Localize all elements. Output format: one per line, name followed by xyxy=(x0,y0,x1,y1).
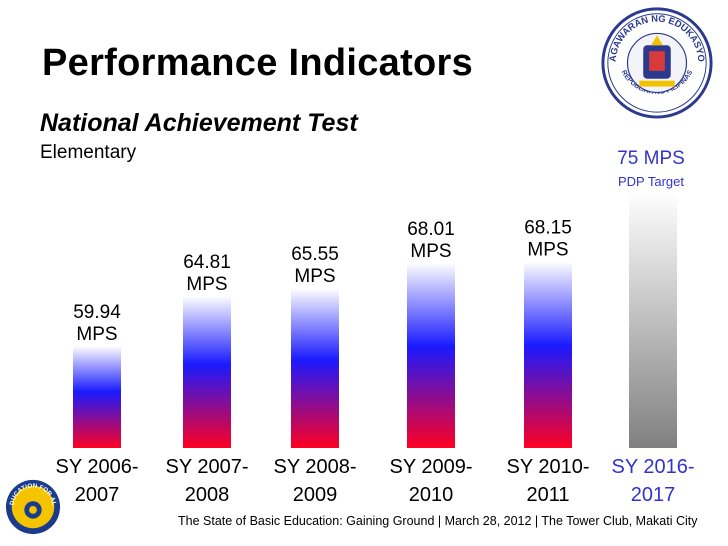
category-label-2-line2: 2008 xyxy=(185,484,230,506)
bar-3 xyxy=(291,288,339,448)
bar-1 xyxy=(73,345,121,448)
value-unit-label-2: MPS xyxy=(186,274,227,295)
value-unit-label-1: MPS xyxy=(76,324,117,345)
value-label-3: 65.55 xyxy=(291,244,339,265)
category-label-5-line2: 2011 xyxy=(526,484,569,506)
category-label-1-line1: SY 2006- xyxy=(55,456,138,478)
target-value-label: 75 MPS xyxy=(617,148,685,169)
value-unit-label-4: MPS xyxy=(410,241,451,262)
category-label-5-line1: SY 2010- xyxy=(506,456,589,478)
value-unit-label-5: MPS xyxy=(527,239,568,260)
category-label-6-line2: 2017 xyxy=(631,484,676,506)
target-bar xyxy=(629,191,677,448)
value-label-4: 68.01 xyxy=(407,219,455,240)
category-label-1-line2: 2007 xyxy=(75,484,120,506)
education-for-all-logo: EDUCATION FOR ALL xyxy=(4,478,61,535)
category-label-2-line1: SY 2007- xyxy=(165,456,248,478)
category-label-4-line2: 2010 xyxy=(409,484,454,506)
category-label-3-line1: SY 2008- xyxy=(273,456,356,478)
deped-seal-logo: KAGAWARAN NG EDUKASYON REPUBLIKA NG PILI… xyxy=(598,2,713,119)
bar-2 xyxy=(183,295,231,448)
value-unit-label-3: MPS xyxy=(294,266,335,287)
school-level-label: Elementary xyxy=(40,142,137,163)
value-label-2: 64.81 xyxy=(183,252,231,273)
footer-text: The State of Basic Education: Gaining Gr… xyxy=(178,514,698,528)
category-label-6-line1: SY 2016- xyxy=(611,456,694,478)
value-label-5: 68.15 xyxy=(524,217,572,238)
category-label-4-line1: SY 2009- xyxy=(389,456,472,478)
target-caption-label: PDP Target xyxy=(618,174,684,189)
page-title: Performance Indicators xyxy=(42,42,474,84)
value-label-1: 59.94 xyxy=(73,302,121,323)
category-label-3-line2: 2009 xyxy=(293,484,338,506)
chart-subtitle: National Achievement Test xyxy=(40,109,358,137)
bar-4 xyxy=(407,262,455,448)
bar-5 xyxy=(524,261,572,448)
